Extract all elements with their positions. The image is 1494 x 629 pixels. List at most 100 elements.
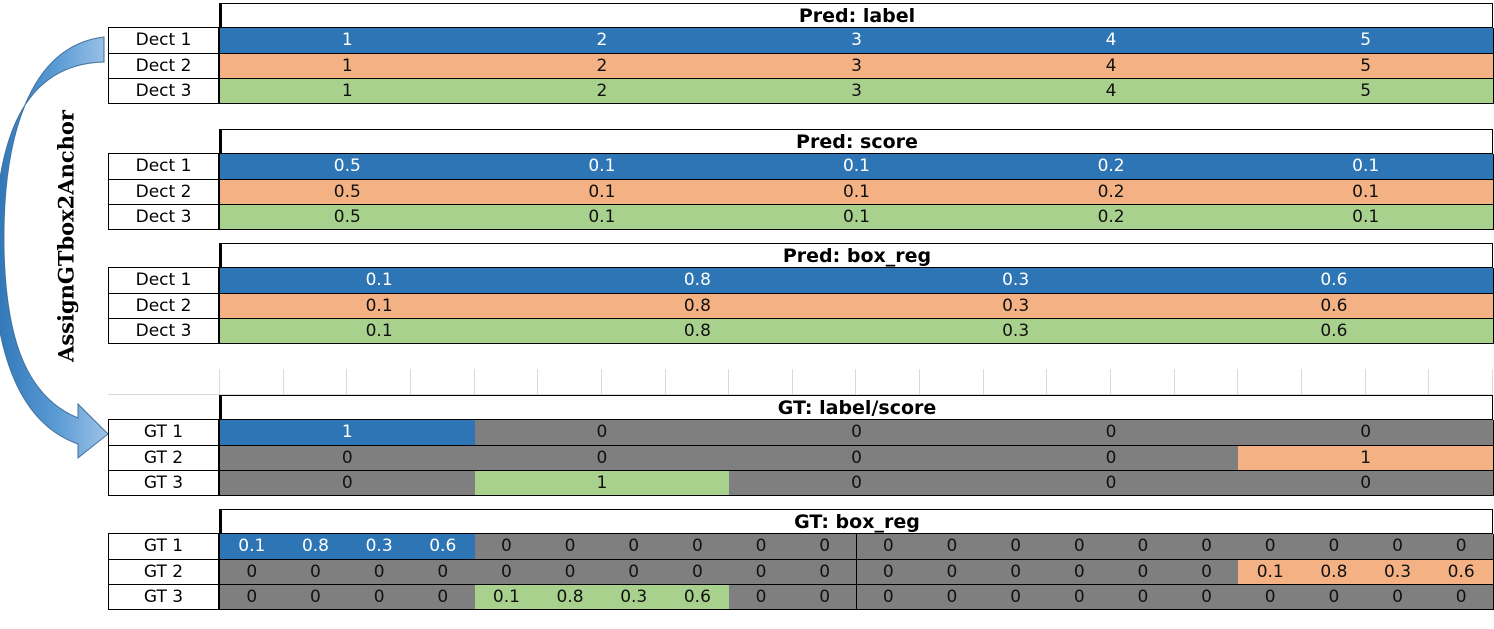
table-cell: 0.1: [1238, 179, 1494, 205]
blank-cell: [1365, 369, 1430, 395]
table-cell: 0.1: [729, 179, 985, 205]
table-cell: 0.8: [538, 293, 858, 319]
table-cell: 0: [983, 445, 1240, 471]
table-cell: 0: [920, 584, 985, 611]
header-blank-cell: [108, 395, 220, 421]
table-cell: 0.6: [1174, 318, 1494, 345]
table-cell: 0.6: [1174, 268, 1494, 294]
table-cell: 0: [220, 470, 476, 497]
table-cell: 0: [920, 559, 985, 585]
blank-cell: [1238, 369, 1303, 395]
table-cell: 0: [1238, 470, 1494, 497]
section-header: Pred: label: [220, 3, 1493, 29]
table-cell: 0: [792, 584, 858, 611]
table-cell: 0.1: [474, 179, 731, 205]
table-cell: 4: [983, 53, 1240, 79]
table-cell: 0: [1429, 534, 1494, 560]
table-cell: 0.2: [983, 179, 1240, 205]
blank-cell: [220, 369, 284, 395]
table-cell: 0.8: [538, 584, 603, 611]
table-cell: 0: [856, 584, 922, 611]
blank-cell: [920, 369, 984, 395]
blank-cell: [283, 369, 348, 395]
table-cell: 0.1: [474, 204, 731, 231]
table-cell: 0: [1174, 559, 1240, 585]
table-cell: 0: [474, 420, 731, 446]
table-cell: 0: [729, 470, 985, 497]
table-cell: 0: [1047, 559, 1113, 585]
table-cell: 0: [410, 584, 476, 611]
table-cell: 0: [729, 445, 985, 471]
row-label: GT 3: [108, 584, 220, 611]
table-cell: 0.5: [220, 154, 476, 180]
table-cell: 0.6: [410, 534, 476, 560]
blank-cell: [347, 369, 411, 395]
blank-cell: [1429, 369, 1493, 395]
table-cell: 0.1: [220, 534, 285, 560]
blank-cell: [1174, 369, 1239, 395]
table-cell: 0: [220, 584, 285, 611]
blank-cell: [474, 369, 539, 395]
row-label: Dect 1: [108, 28, 220, 54]
row-label: Dect 3: [108, 78, 220, 105]
table-cell: 0: [1238, 534, 1304, 560]
table-cell: 0: [983, 559, 1049, 585]
table-cell: 0.2: [983, 204, 1240, 231]
table-cell: 0: [538, 534, 603, 560]
table-cell: 4: [983, 28, 1240, 54]
table-cell: 1: [220, 420, 476, 446]
table-cell: 2: [474, 53, 731, 79]
table-cell: 0.1: [220, 318, 540, 345]
blank-cell: [108, 369, 220, 395]
table-cell: 0: [1302, 534, 1367, 560]
row-label: GT 1: [108, 534, 220, 560]
table-cell: 0: [1238, 584, 1304, 611]
table-cell: 1: [220, 53, 476, 79]
blank-cell: [410, 369, 475, 395]
table-cell: 1: [1238, 445, 1494, 471]
table-cell: 0.5: [220, 204, 476, 231]
blank-cell: [538, 369, 602, 395]
table-cell: 0: [474, 559, 540, 585]
table-cell: 0: [983, 534, 1049, 560]
blank-cell: [1111, 369, 1175, 395]
section-header: Pred: score: [220, 129, 1493, 155]
table-cell: 0: [410, 559, 476, 585]
table-cell: 0.1: [474, 584, 540, 611]
table-cell: 0: [983, 584, 1049, 611]
table-cell: 0: [856, 559, 922, 585]
table-cell: 0: [1047, 534, 1113, 560]
table-cell: 0: [729, 420, 985, 446]
table-cell: 2: [474, 28, 731, 54]
table-cell: 0.1: [220, 268, 540, 294]
row-label: Dect 1: [108, 268, 220, 294]
table-cell: 0.3: [856, 318, 1176, 345]
table-cell: 0: [729, 584, 794, 611]
header-blank-cell: [108, 243, 220, 269]
blank-cell: [665, 369, 730, 395]
table-cell: 0.8: [538, 318, 858, 345]
section-header: Pred: box_reg: [220, 243, 1493, 269]
table-cell: 0: [1429, 584, 1494, 611]
table-cell: 0.6: [1174, 293, 1494, 319]
table-cell: 0.1: [220, 293, 540, 319]
section-header: GT: box_reg: [220, 509, 1493, 535]
table-cell: 2: [474, 78, 731, 105]
table-cell: 0: [983, 420, 1240, 446]
row-label: Dect 2: [108, 53, 220, 79]
table-cell: 0: [220, 559, 285, 585]
table-cell: 0: [474, 534, 540, 560]
table-cell: 0: [856, 534, 922, 560]
table-cell: 0.1: [1238, 154, 1494, 180]
table-cell: 0.6: [665, 584, 731, 611]
table-cell: 0: [665, 534, 731, 560]
table-cell: 3: [729, 28, 985, 54]
row-label: GT 2: [108, 445, 220, 471]
blank-cell: [601, 369, 666, 395]
blank-cell: [983, 369, 1048, 395]
table-cell: 0: [474, 445, 731, 471]
table-cell: 0: [1047, 584, 1113, 611]
table-cell: 1: [220, 28, 476, 54]
table-cell: 0: [792, 559, 858, 585]
